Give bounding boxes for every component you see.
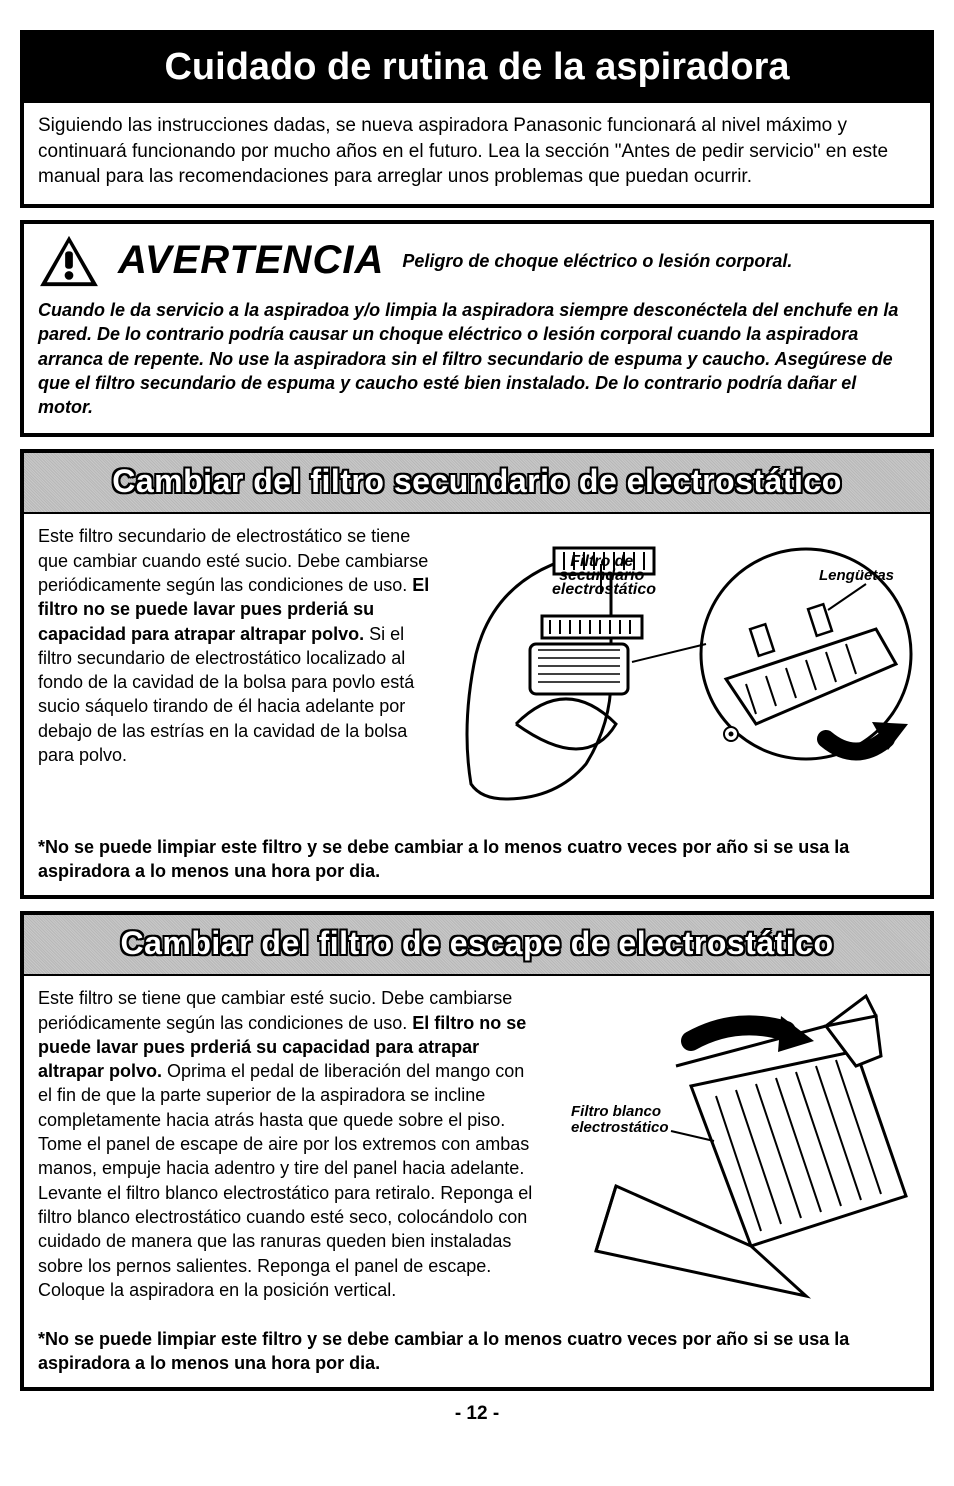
section-heading-2-text: Cambiar del filtro de escape de electros…	[120, 925, 833, 961]
warning-icon	[38, 234, 100, 288]
section-secondary-filter: Cambiar del filtro secundario de electro…	[20, 449, 934, 899]
intro-paragraph: Siguiendo las instrucciones dadas, se nu…	[24, 103, 930, 204]
section-heading-2: Cambiar del filtro de escape de electros…	[24, 915, 930, 976]
page-number: - 12 -	[20, 1403, 934, 1425]
s1-text-a: Este filtro secundario de electrostático…	[38, 526, 428, 595]
section-1-footnote: *No se puede limpiar este filtro y se de…	[38, 835, 916, 884]
s2-lbl-l1: Filtro blanco	[571, 1103, 661, 1120]
section-heading-1: Cambiar del filtro secundario de electro…	[24, 453, 930, 514]
section-1-body: Este filtro secundario de electrostático…	[24, 524, 930, 883]
s1-lbl-tabs: Lengüetas	[819, 567, 894, 584]
section-2-body: Este filtro se tiene que cambiar esté su…	[24, 986, 930, 1375]
warning-body: Cuando le da servicio a la aspiradoa y/o…	[38, 298, 916, 419]
section-exhaust-filter: Cambiar del filtro de escape de electros…	[20, 911, 934, 1391]
svg-text:Filtro blanco elec: Filtro blanco electrostático	[571, 1103, 669, 1136]
s2-text-c: Oprima el pedal de liberación del mango …	[38, 1061, 532, 1300]
warning-header: AVERTENCIA Peligro de choque eléctrico o…	[38, 234, 916, 288]
title-box: Cuidado de rutina de la aspiradora Sigui…	[20, 30, 934, 208]
section-1-text: Este filtro secundario de electrostático…	[38, 524, 442, 767]
s2-lbl-l2: electrostático	[571, 1119, 669, 1136]
section-1-illustration: Filtro de secundario electrostático Leng…	[456, 524, 916, 820]
warning-subtitle: Peligro de choque eléctrico o lesión cor…	[402, 250, 792, 273]
warning-box: AVERTENCIA Peligro de choque eléctrico o…	[20, 220, 934, 437]
warning-title: AVERTENCIA	[118, 238, 384, 283]
section-2-text: Este filtro se tiene que cambiar esté su…	[38, 986, 542, 1302]
section-2-illustration: Filtro blanco electrostático	[556, 986, 916, 1312]
s1-lbl-filter-l3: electrostático	[552, 581, 656, 598]
s1-text-c: Si el filtro secundario de electrostátic…	[38, 624, 414, 765]
section-2-footnote: *No se puede limpiar este filtro y se de…	[38, 1327, 916, 1376]
section-heading-1-text: Cambiar del filtro secundario de electro…	[112, 463, 841, 499]
page-title: Cuidado de rutina de la aspiradora	[24, 34, 930, 103]
